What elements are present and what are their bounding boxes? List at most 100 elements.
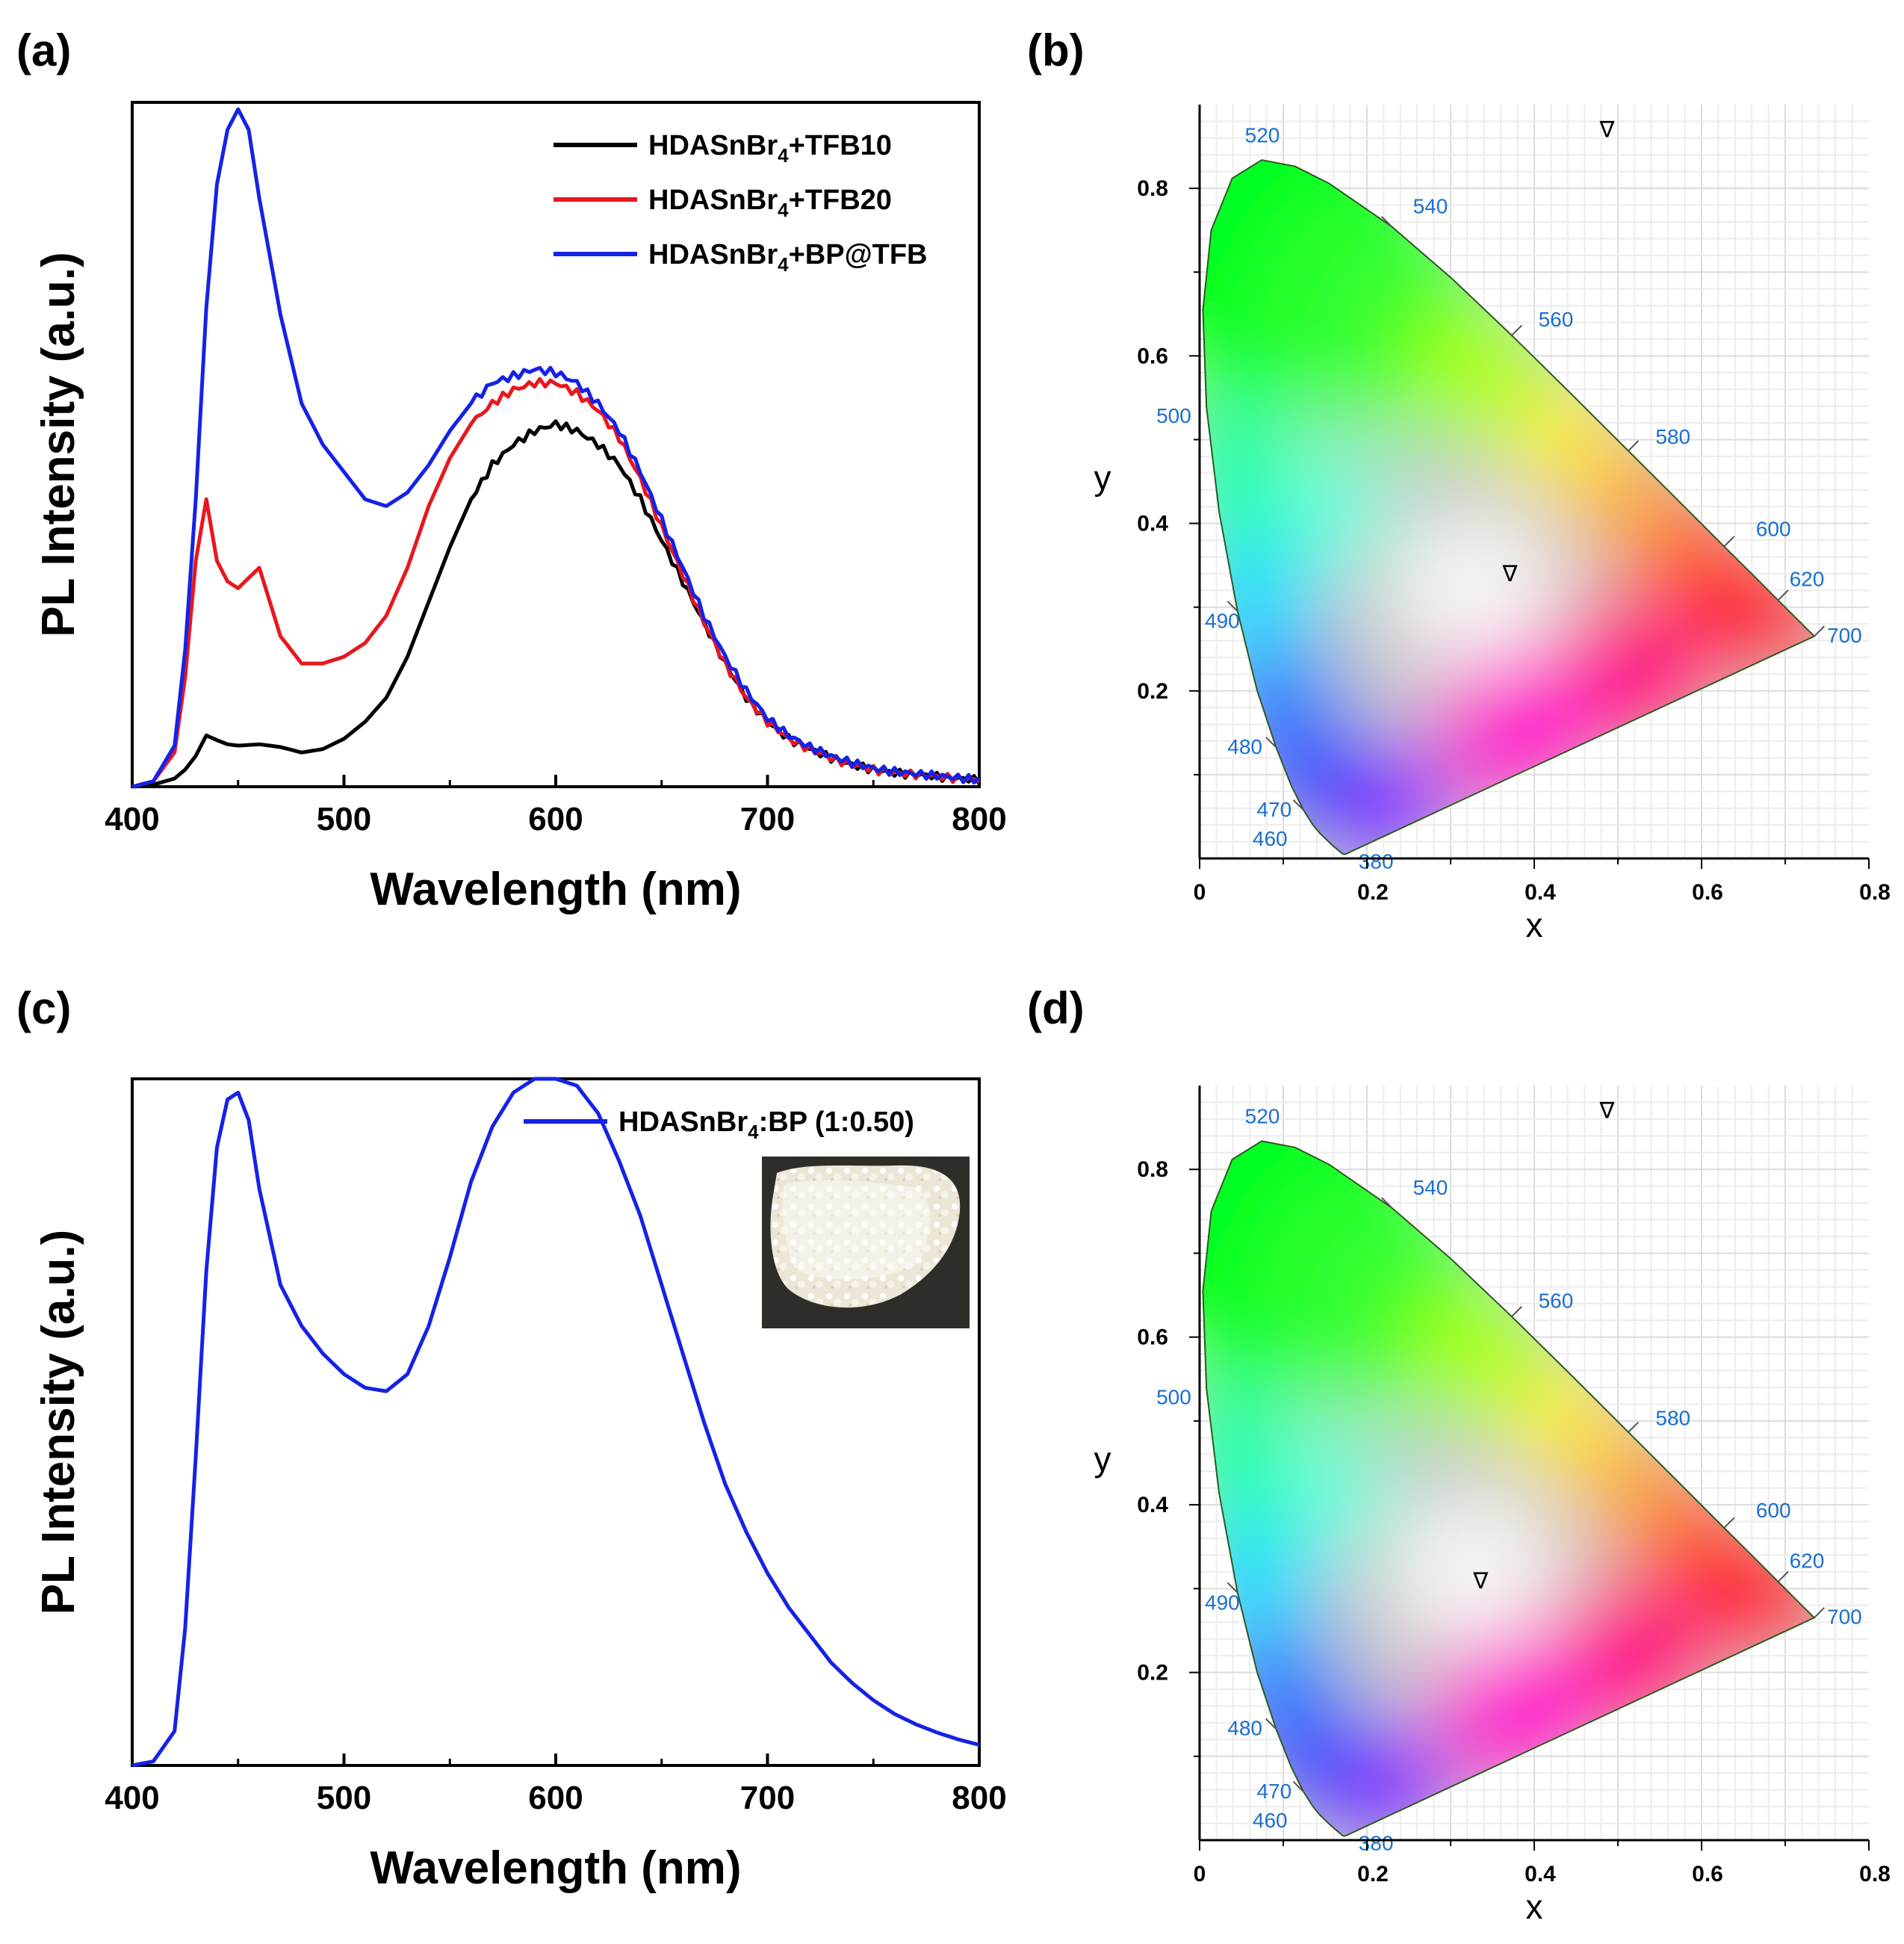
spectral-locus bbox=[1202, 1140, 1816, 1837]
cie-white-point bbox=[1392, 1496, 1560, 1647]
y-tick-label: 0.6 bbox=[1137, 1325, 1168, 1350]
wavelength-tick bbox=[1265, 737, 1277, 748]
chart-d: 460 470 480 490 500 520 540 560 580 600 620 700 380 0… bbox=[1094, 1086, 1891, 1926]
x-tick-label: 0.8 bbox=[1859, 1862, 1891, 1886]
cie-color-blob bbox=[1203, 397, 1309, 549]
x-tick-label: 700 bbox=[740, 1780, 795, 1816]
wavelength-label: 580 bbox=[1655, 425, 1690, 448]
legend-label-subscript: 4 bbox=[748, 1121, 759, 1143]
wavelength-tick bbox=[1292, 1780, 1304, 1792]
x-tick-label: 800 bbox=[952, 801, 1006, 838]
wavelength-label: 480 bbox=[1227, 1717, 1262, 1740]
x-axis-label: Wavelength (nm) bbox=[370, 1842, 741, 1894]
legend-label-3: HDASnBr4+BP@TFB bbox=[648, 239, 928, 276]
wavelength-tick bbox=[1777, 589, 1789, 601]
series-line-2 bbox=[131, 377, 981, 789]
legend-label-text: :BP (1:0.50) bbox=[759, 1106, 914, 1138]
cie-gamut-fill bbox=[1203, 1141, 1814, 1836]
wavelength-tick bbox=[1814, 625, 1826, 637]
x-tick-label: 500 bbox=[317, 801, 371, 838]
wavelength-tick bbox=[1381, 216, 1392, 228]
wavelength-label: 520 bbox=[1245, 1105, 1280, 1128]
x-tick-label: 600 bbox=[528, 801, 583, 838]
spectral-locus bbox=[1202, 159, 1816, 855]
wavelength-tick bbox=[1381, 1197, 1392, 1209]
wavelength-tick bbox=[1227, 601, 1238, 612]
panel-label-c: (c) bbox=[16, 983, 71, 1033]
x-tick-label: 0.4 bbox=[1525, 1862, 1556, 1886]
wavelength-label: 460 bbox=[1253, 1809, 1288, 1832]
legend-label-subscript: 4 bbox=[778, 253, 789, 276]
x-tick-label: 600 bbox=[528, 1780, 583, 1816]
legend-label-1: HDASnBr4:BP (1:0.50) bbox=[618, 1106, 914, 1143]
wavelength-tick bbox=[1628, 440, 1640, 452]
wavelength-label: 560 bbox=[1539, 308, 1574, 331]
x-tick-label: 400 bbox=[105, 1780, 159, 1816]
x-tick-label: 0.6 bbox=[1692, 1862, 1723, 1886]
y-axis-label: PL Intensity (a.u.) bbox=[33, 252, 84, 637]
x-tick-label: 400 bbox=[105, 801, 159, 838]
wavelength-label: 540 bbox=[1413, 195, 1448, 218]
x-axis-label: x bbox=[1526, 1887, 1543, 1926]
y-tick-label: 0.8 bbox=[1137, 1157, 1168, 1182]
y-tick-label: 0.6 bbox=[1137, 344, 1168, 368]
wavelength-label: 540 bbox=[1413, 1176, 1448, 1199]
wavelength-tick bbox=[1511, 1305, 1523, 1317]
wavelength-tick bbox=[1777, 1570, 1789, 1582]
wavelength-label: 470 bbox=[1256, 798, 1291, 821]
chart-c: 400 500 600 700 800 Wavelength (nm) PL Intensi… bbox=[33, 1077, 1007, 1894]
legend-label-text: HDASnBr bbox=[648, 130, 778, 161]
y-axis-label: PL Intensity (a.u.) bbox=[33, 1230, 84, 1615]
wavelength-label: 620 bbox=[1790, 1549, 1825, 1572]
wavelength-label: 470 bbox=[1256, 1780, 1291, 1803]
wavelength-label: 700 bbox=[1827, 624, 1862, 647]
wavelength-tick bbox=[1227, 1582, 1238, 1594]
cie-gamut-colors bbox=[1203, 1141, 1814, 1836]
wavelength-label: 500 bbox=[1156, 404, 1191, 427]
y-axis-label: y bbox=[1094, 1440, 1111, 1479]
x-tick-label: 0.2 bbox=[1357, 880, 1389, 905]
panel-label-d: (d) bbox=[1027, 983, 1085, 1033]
legend-label-2: HDASnBr4+TFB20 bbox=[648, 185, 892, 221]
x-tick-label: 0 bbox=[1194, 880, 1206, 905]
wavelength-tick bbox=[1814, 1607, 1826, 1618]
wavelength-label: 480 bbox=[1227, 735, 1262, 758]
wavelength-tick bbox=[1511, 324, 1523, 336]
x-tick-label: 0.8 bbox=[1859, 880, 1891, 905]
wavelength-label: 560 bbox=[1539, 1289, 1574, 1312]
series-line-1 bbox=[131, 419, 982, 789]
wavelength-label: 600 bbox=[1756, 1499, 1791, 1522]
y-tick-label: 0.2 bbox=[1137, 679, 1168, 704]
cie-white-point bbox=[1392, 515, 1560, 666]
panel-label-a: (a) bbox=[16, 25, 71, 75]
x-tick-label: 0.4 bbox=[1525, 880, 1556, 905]
cie-gamut-fill bbox=[1203, 160, 1814, 855]
wavelength-label: 460 bbox=[1253, 827, 1288, 850]
wavelength-label: 600 bbox=[1756, 517, 1791, 540]
inset-photo bbox=[762, 1157, 970, 1328]
cie-point-marker-2: ∇ bbox=[1598, 1098, 1615, 1124]
wavelength-label: 700 bbox=[1827, 1605, 1862, 1628]
x-tick-label: 0.6 bbox=[1692, 880, 1723, 905]
x-tick-label: 700 bbox=[740, 801, 795, 838]
y-axis-label: y bbox=[1094, 459, 1111, 498]
legend-label-text: HDASnBr bbox=[648, 185, 778, 216]
x-axis-label: Wavelength (nm) bbox=[370, 864, 741, 915]
legend-label-text: +TFB10 bbox=[789, 130, 892, 161]
x-tick-label: 800 bbox=[952, 1780, 1006, 1816]
cie-color-blob bbox=[1274, 1429, 1392, 1547]
chart-b: 460 470 480 490 500 520 540 560 580 600 620 700 380 0… bbox=[1094, 105, 1891, 944]
panel-label-b: (b) bbox=[1027, 25, 1085, 75]
wavelength-label: 380 bbox=[1359, 849, 1394, 873]
legend-label-text: HDASnBr bbox=[618, 1106, 748, 1138]
wavelength-tick bbox=[1628, 1421, 1640, 1433]
cie-point-marker-1: ∇ bbox=[1501, 561, 1518, 587]
x-tick-label: 500 bbox=[317, 1780, 371, 1816]
wavelength-label: 380 bbox=[1359, 1831, 1394, 1854]
cie-point-marker-2: ∇ bbox=[1598, 117, 1615, 143]
x-tick-label: 0 bbox=[1194, 1862, 1206, 1886]
cie-point-marker-1: ∇ bbox=[1472, 1568, 1489, 1594]
wavelength-label: 500 bbox=[1156, 1385, 1191, 1408]
y-tick-label: 0.8 bbox=[1137, 176, 1168, 201]
